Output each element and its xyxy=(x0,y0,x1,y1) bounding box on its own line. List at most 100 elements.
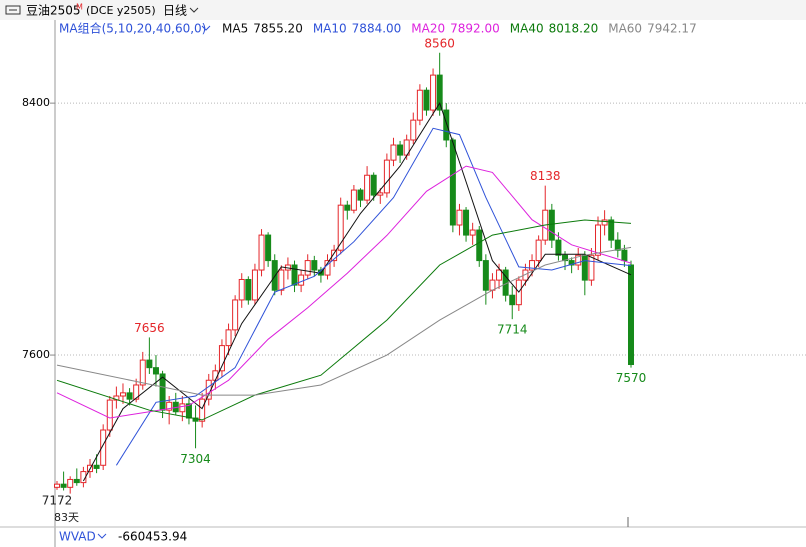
candle-body xyxy=(298,274,305,286)
price-annotation: 7304 xyxy=(180,452,211,466)
candle-body xyxy=(614,239,621,251)
candle-body xyxy=(535,239,542,262)
candle-body xyxy=(152,367,159,375)
candle-body xyxy=(245,278,252,301)
candle-body xyxy=(482,260,489,291)
ma-line xyxy=(56,246,632,396)
candle-body xyxy=(430,74,437,111)
legend-name: MA5 xyxy=(222,22,248,36)
candle-body xyxy=(621,249,628,262)
candle-body xyxy=(397,144,404,156)
candle-body xyxy=(588,254,595,281)
candle-body xyxy=(555,239,562,256)
candle-body xyxy=(139,359,146,386)
candle-body xyxy=(304,260,311,276)
candle-body xyxy=(456,209,463,226)
candle-body xyxy=(179,403,186,413)
candle-body xyxy=(601,219,608,226)
candle-body xyxy=(133,384,140,400)
y-tick-label: 7600 xyxy=(22,348,50,361)
candle-body xyxy=(443,109,450,141)
candle-body xyxy=(199,398,206,422)
candle-body xyxy=(390,144,397,161)
price-annotation: 7714 xyxy=(497,323,528,337)
price-annotation: 7570 xyxy=(616,371,647,385)
candle-body xyxy=(106,399,113,431)
candle-body xyxy=(185,403,192,419)
legend-value: 8018.20 xyxy=(549,22,599,36)
candle-body xyxy=(469,229,476,236)
candle-body xyxy=(73,478,80,484)
candle-body xyxy=(628,264,634,366)
candle-body xyxy=(54,483,60,488)
candle-body xyxy=(67,478,74,488)
period[interactable]: 日线 xyxy=(163,4,187,18)
legend-value: 7892.00 xyxy=(450,22,500,36)
ma-line xyxy=(115,127,632,466)
candle-body xyxy=(595,224,602,256)
legend-value: 7942.17 xyxy=(647,22,697,36)
legend-value: 7884.00 xyxy=(352,22,402,36)
legend-name: MA10 xyxy=(313,22,347,36)
candle-body xyxy=(548,209,555,241)
candle-body xyxy=(258,234,265,271)
candle-body xyxy=(232,299,239,331)
legend-value: 7855.20 xyxy=(253,22,303,36)
candle-body xyxy=(581,254,588,281)
indicator-value: -660453.94 xyxy=(118,530,187,544)
candle-body xyxy=(350,189,357,211)
candle-body xyxy=(291,264,298,286)
candle-body xyxy=(568,260,575,266)
candle-body xyxy=(344,204,351,211)
candle-body xyxy=(146,359,153,369)
legend-name: MA20 xyxy=(411,22,445,36)
candle-body xyxy=(311,260,318,271)
price-annotation: 7656 xyxy=(134,321,165,335)
header-bar xyxy=(0,0,806,20)
candle-body xyxy=(159,373,166,411)
candle-body xyxy=(100,429,107,466)
candle-body xyxy=(410,119,417,141)
candle-body xyxy=(575,254,582,266)
candle-body xyxy=(370,174,377,196)
candle-body xyxy=(529,260,536,271)
indicator-chevron xyxy=(97,533,107,539)
candle-body xyxy=(271,260,278,291)
price-annotation: 7172 xyxy=(42,493,73,507)
price-annotation: 8560 xyxy=(424,36,455,50)
symbol-code: (DCE y2505) xyxy=(86,4,156,17)
candle-body xyxy=(383,159,390,194)
candle-body xyxy=(166,401,173,411)
y-tick-label: 8400 xyxy=(22,96,50,109)
candle-body xyxy=(225,329,232,347)
candle-body xyxy=(364,174,371,201)
candle-body xyxy=(476,229,483,262)
badge: M xyxy=(76,3,83,12)
menu-icon[interactable] xyxy=(5,5,21,15)
candle-body xyxy=(608,219,615,241)
candle-body xyxy=(93,464,100,469)
candle-body xyxy=(449,139,456,226)
ma-chevron xyxy=(201,25,211,31)
period-chevron xyxy=(189,7,199,13)
candle-body xyxy=(265,234,272,262)
candle-body xyxy=(60,483,67,488)
candle-body xyxy=(489,279,496,291)
candle-body xyxy=(496,269,503,281)
candle-body xyxy=(238,278,245,301)
candle-body xyxy=(463,209,470,236)
symbol-title: 豆油2505 xyxy=(26,4,81,18)
ma-line xyxy=(56,165,632,419)
candle-body xyxy=(416,89,423,121)
indicator-name[interactable]: WVAD xyxy=(59,530,96,544)
candle-body xyxy=(251,269,258,301)
ma-group[interactable]: MA组合(5,10,20,40,60,0) xyxy=(59,21,206,36)
candle-body xyxy=(331,249,338,262)
bars-count: 83天 xyxy=(54,511,79,524)
candle-body xyxy=(509,294,516,306)
candle-body xyxy=(357,189,364,201)
ma-line xyxy=(82,101,632,482)
legend-name: MA40 xyxy=(510,22,544,36)
